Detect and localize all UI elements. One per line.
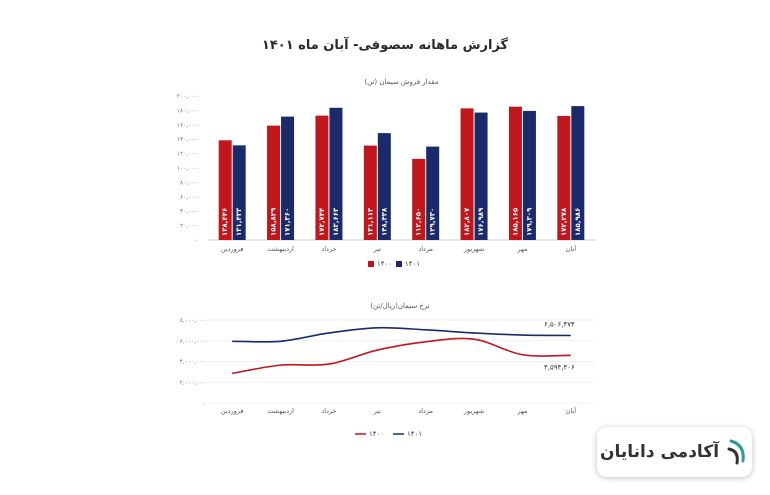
bar-۱۴۰۰ (363, 145, 377, 240)
line-x-tick-label: اردیبهشت (267, 407, 294, 415)
line-y-tick-label: ۰ (203, 400, 206, 407)
bar-data-label: ۱۷۲,۷۴۴ (318, 207, 326, 236)
bar-data-label: ۱۲۹,۷۳۰ (429, 208, 437, 236)
bar-x-tick-label: اردیبهشت (267, 245, 294, 253)
bar-y-tick-label: ۱۴۰,۰۰۰ (177, 136, 198, 143)
brand-name: آکادمی دانایان (599, 442, 720, 462)
bar-۱۴۰۰ (557, 115, 571, 240)
bar-legend-swatch-1401 (396, 261, 402, 267)
line-x-tick-label: خرداد (321, 407, 336, 415)
line-x-tick-label: مرداد (418, 407, 433, 415)
bar-legend-swatch-1400 (368, 261, 374, 267)
brand-logo-icon (727, 439, 745, 465)
bar-۱۴۰۱ (232, 145, 246, 240)
bar-y-tick-label: ۲۰۰,۰۰۰ (177, 93, 198, 100)
bar-۱۴۰۱ (474, 112, 488, 240)
sales-bar-chart: مقدار فروش سیمان (تن) ۰ ۲۰,۰۰۰ ۴۰,۰۰۰ ۶۰,۰۰۰… (177, 78, 595, 268)
bar-y-tick-label: ۱۸۰,۰۰۰ (177, 107, 198, 114)
line-y-tick-label: ۴,۰۰۰,۰۰۰ (180, 359, 206, 366)
bar-data-label: ۱۸۲,۸۰۷ (463, 207, 471, 236)
line-x-tick-label: مهر (516, 407, 527, 415)
line-y-tick-label: ۸,۰۰۰,۰۰۰ (180, 317, 206, 324)
bar-chart-title: مقدار فروش سیمان (تن) (364, 78, 438, 86)
bar-y-tick-label: ۲۰,۰۰۰ (180, 223, 198, 230)
bar-data-label: ۱۷۹,۳۰۹ (525, 207, 533, 236)
line-chart-title: نرخ سیمان(ریال/تن) (370, 302, 430, 310)
line-series-۱۴۰۰ (232, 337, 571, 375)
brand-badge: آکادمی دانایان (597, 427, 752, 477)
bar-۱۴۰۱ (571, 106, 585, 240)
bar-x-tick-label: مهر (516, 245, 527, 253)
bar-x-tick-label: آبان (566, 244, 578, 253)
bar-data-label: ۱۷۶,۹۸۹ (477, 207, 485, 236)
bar-data-label: ۱۷۲,۲۷۸ (560, 207, 568, 236)
bar-y-tick-label: ۸۰,۰۰۰ (180, 179, 198, 186)
bar-y-tick-label: ۱۲۰,۰۰۰ (177, 151, 198, 158)
bar-۱۴۰۰ (267, 125, 281, 240)
line-x-tick-label: تیر (373, 407, 382, 415)
bar-data-label: ۱۵۸,۸۲۹ (270, 207, 278, 236)
bar-۱۴۰۱ (522, 110, 536, 240)
bar-data-label: ۱۱۲,۶۵۰ (415, 208, 423, 236)
report-title: گزارش ماهانه سصوفی- آبان ماه ۱۴۰۱ (261, 38, 509, 53)
bar-۱۴۰۱ (426, 146, 440, 240)
bar-data-label: ۱۸۳,۶۶۳ (332, 207, 340, 236)
bar-data-label: ۱۳۱,۴۳۳ (235, 207, 243, 236)
bar-۱۴۰۰ (460, 108, 474, 240)
bar-۱۴۰۰ (508, 106, 522, 240)
bar-x-tick-label: مرداد (418, 245, 433, 253)
bar-data-label: ۱۳۸,۴۴۶ (221, 208, 229, 236)
bar-y-tick-label: ۱۰۰,۰۰۰ (177, 165, 198, 172)
line-legend-label-1400: ۱۴۰۰ (369, 430, 384, 438)
bar-data-label: ۱۴۸,۴۳۸ (380, 207, 388, 236)
line-x-tick-label: شهریور (463, 407, 484, 415)
line-series-۱۴۰۱ (232, 326, 571, 343)
bar-۱۴۰۱ (377, 133, 391, 240)
bar-x-tick-label: تیر (373, 245, 382, 253)
bar-۱۴۰۱ (281, 116, 295, 240)
bar-y-tick-label: ۰ (195, 237, 198, 244)
bar-y-tick-label: ۱۶۰,۰۰۰ (177, 122, 198, 129)
bar-data-label: ۱۳۱,۱۱۴ (366, 207, 374, 236)
bar-data-label: ۱۸۵,۱۶۵ (511, 207, 519, 236)
bar-legend-label-1400: ۱۴۰۰ (377, 260, 392, 268)
line-y-tick-label: ۶,۰۰۰,۰۰۰ (180, 338, 206, 345)
bar-۱۴۰۱ (329, 107, 343, 241)
bar-legend-label-1401: ۱۴۰۱ (405, 260, 420, 268)
bar-data-label: ۱۸۵,۹۸۶ (574, 208, 582, 236)
bar-data-label: ۱۷۱,۳۶۰ (284, 208, 292, 236)
line-end-label-1400: ۴,۵۹۴,۴۰۶ (544, 363, 575, 371)
report-card: گزارش ماهانه سصوفی- آبان ماه ۱۴۰۱ مقدار … (150, 28, 620, 458)
line-x-tick-label: آبان (566, 406, 578, 415)
bar-y-tick-label: ۴۰,۰۰۰ (180, 208, 198, 215)
bar-x-tick-label: خرداد (321, 245, 336, 253)
bar-۱۴۰۰ (412, 158, 426, 240)
bar-۱۴۰۰ (315, 115, 329, 240)
line-legend-label-1401: ۱۴۰۱ (407, 430, 422, 438)
bar-۱۴۰۰ (218, 140, 232, 240)
line-x-tick-label: فروردین (221, 407, 244, 415)
bar-x-tick-label: فروردین (221, 245, 244, 253)
line-end-label-1401: ۶,۵۰۶,۴۷۴ (544, 320, 575, 328)
bar-y-tick-label: ۶۰,۰۰۰ (180, 194, 198, 201)
bar-x-tick-label: شهریور (463, 245, 484, 253)
line-y-tick-label: ۲,۰۰۰,۰۰۰ (180, 379, 206, 386)
price-line-chart: نرخ سیمان(ریال/تن) ۰ ۲,۰۰۰,۰۰۰ ۴,۰۰۰,۰۰۰ ۶,۰… (180, 302, 595, 438)
